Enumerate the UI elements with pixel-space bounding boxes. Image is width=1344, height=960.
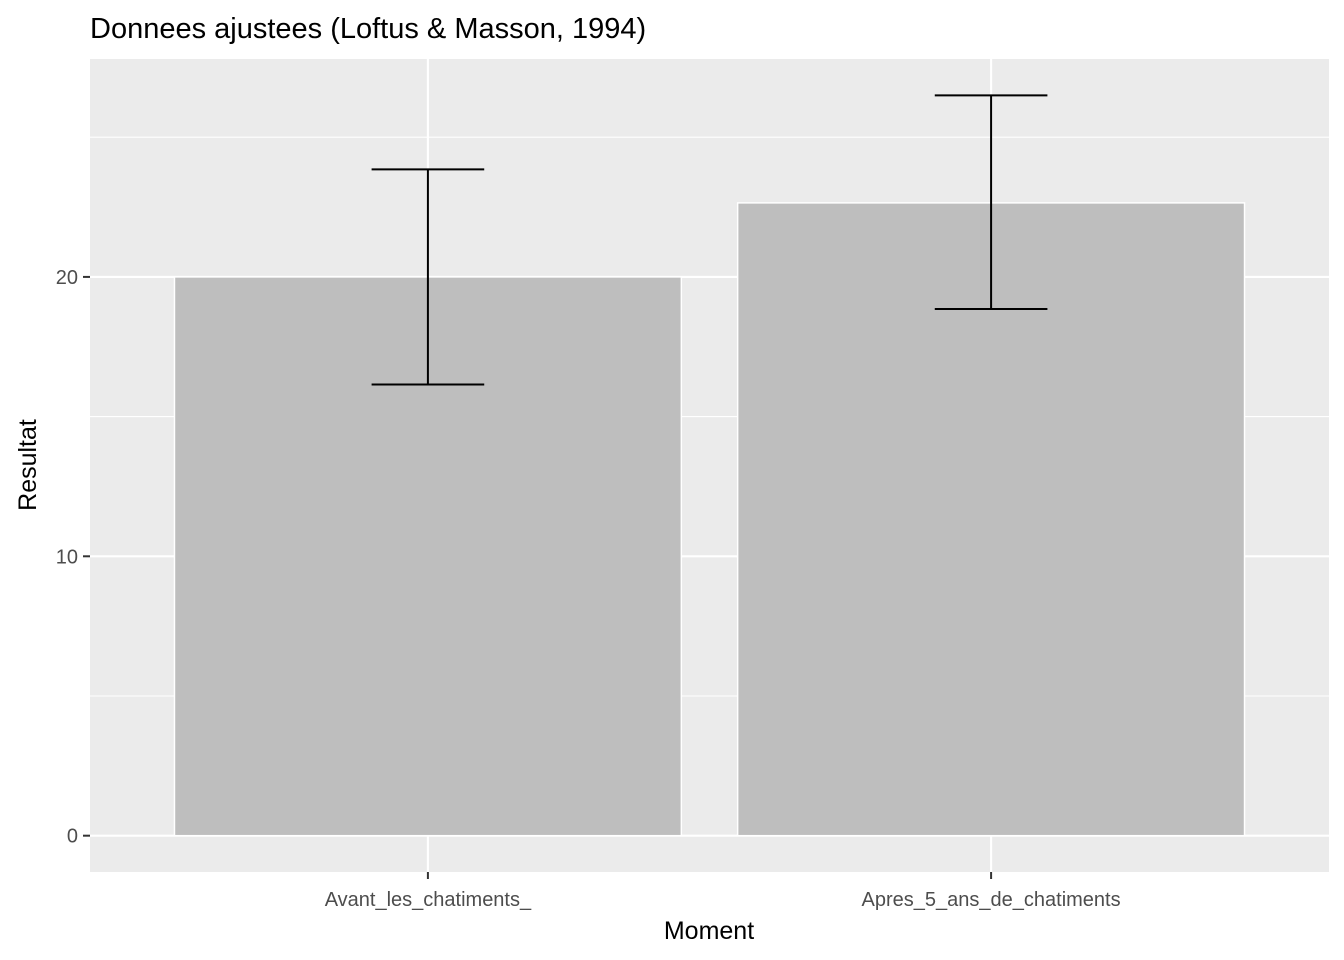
y-tick-label: 20 [56, 267, 78, 289]
y-axis: 0 10 20 [56, 267, 90, 848]
y-tick-label: 10 [56, 546, 78, 568]
x-axis-title: Moment [664, 917, 754, 945]
x-axis: Avant_les_chatiments_ Apres_5_ans_de_chat… [325, 872, 1121, 911]
error-bars [371, 94, 1048, 386]
y-axis-title: Resultat [14, 419, 42, 511]
chart-title: Donnees ajustees (Loftus & Masson, 1994) [90, 13, 646, 45]
y-tick-label: 0 [67, 826, 78, 848]
x-tick-label: Apres_5_ans_de_chatiments [862, 889, 1121, 911]
x-tick-label: Avant_les_chatiments_ [325, 889, 532, 911]
